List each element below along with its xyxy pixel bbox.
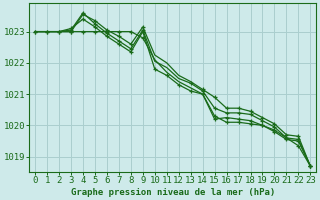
X-axis label: Graphe pression niveau de la mer (hPa): Graphe pression niveau de la mer (hPa) (71, 188, 275, 197)
